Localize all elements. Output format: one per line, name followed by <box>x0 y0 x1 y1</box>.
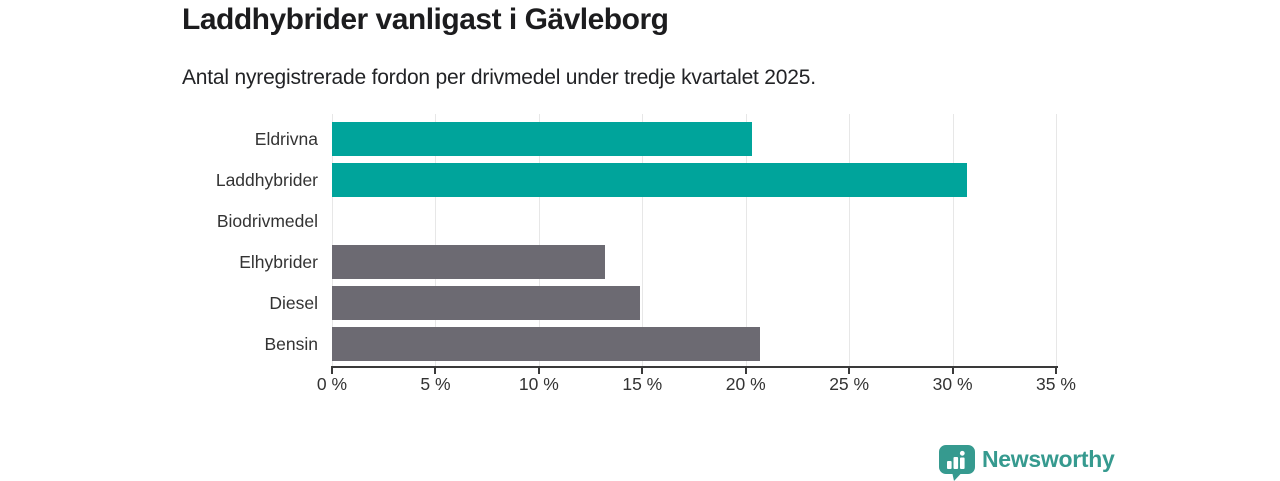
gridline <box>952 114 954 366</box>
x-axis-tick <box>641 368 644 374</box>
x-axis-tick-label: 25 % <box>829 374 870 394</box>
bar-elhybrider <box>332 245 606 279</box>
x-axis-tick-label: 5 % <box>420 374 451 394</box>
bar-chart-speech-bubble-icon <box>939 445 975 481</box>
gridline <box>849 114 851 366</box>
newsworthy-logo: Newsworthy <box>938 444 1115 481</box>
x-axis-line <box>331 366 1058 368</box>
x-axis-tick <box>537 368 540 374</box>
gridline <box>642 114 644 366</box>
x-axis-tick-label: 35 % <box>1036 374 1076 394</box>
category-label-laddhybrider: Laddhybrider <box>215 170 318 190</box>
bar-eldrivna <box>332 122 752 156</box>
x-axis-tick <box>331 368 333 374</box>
gridline <box>332 114 333 366</box>
category-label-eldrivna: Eldrivna <box>254 129 318 149</box>
x-axis-tick-label: 20 % <box>725 374 766 394</box>
bar-bensin <box>332 327 761 361</box>
category-label-diesel: Diesel <box>269 293 318 313</box>
bar-laddhybrider <box>332 163 968 197</box>
x-axis-tick <box>848 368 851 374</box>
category-label-biodrivmedel: Biodrivmedel <box>216 211 318 231</box>
gridline <box>435 114 437 366</box>
x-axis-tick <box>1055 368 1057 374</box>
category-label-bensin: Bensin <box>264 334 318 354</box>
gridline <box>1056 114 1057 366</box>
brand-name: Newsworthy <box>982 446 1115 472</box>
x-axis-tick-label: 0 % <box>316 374 348 394</box>
x-axis-tick-label: 10 % <box>518 374 559 394</box>
x-axis-tick-label: 15 % <box>622 374 663 394</box>
chart-subtitle: Antal nyregistrerade fordon per drivmede… <box>182 66 816 89</box>
x-axis-tick <box>434 368 437 374</box>
gridline <box>745 114 747 366</box>
gridline <box>538 114 540 366</box>
x-axis-tick-label: 30 % <box>932 374 973 394</box>
bar-diesel <box>332 286 641 320</box>
chart-title: Laddhybrider vanligast i Gävleborg <box>182 3 669 36</box>
category-label-elhybrider: Elhybrider <box>239 252 318 272</box>
x-axis-tick <box>744 368 747 374</box>
x-axis-tick <box>951 368 954 374</box>
